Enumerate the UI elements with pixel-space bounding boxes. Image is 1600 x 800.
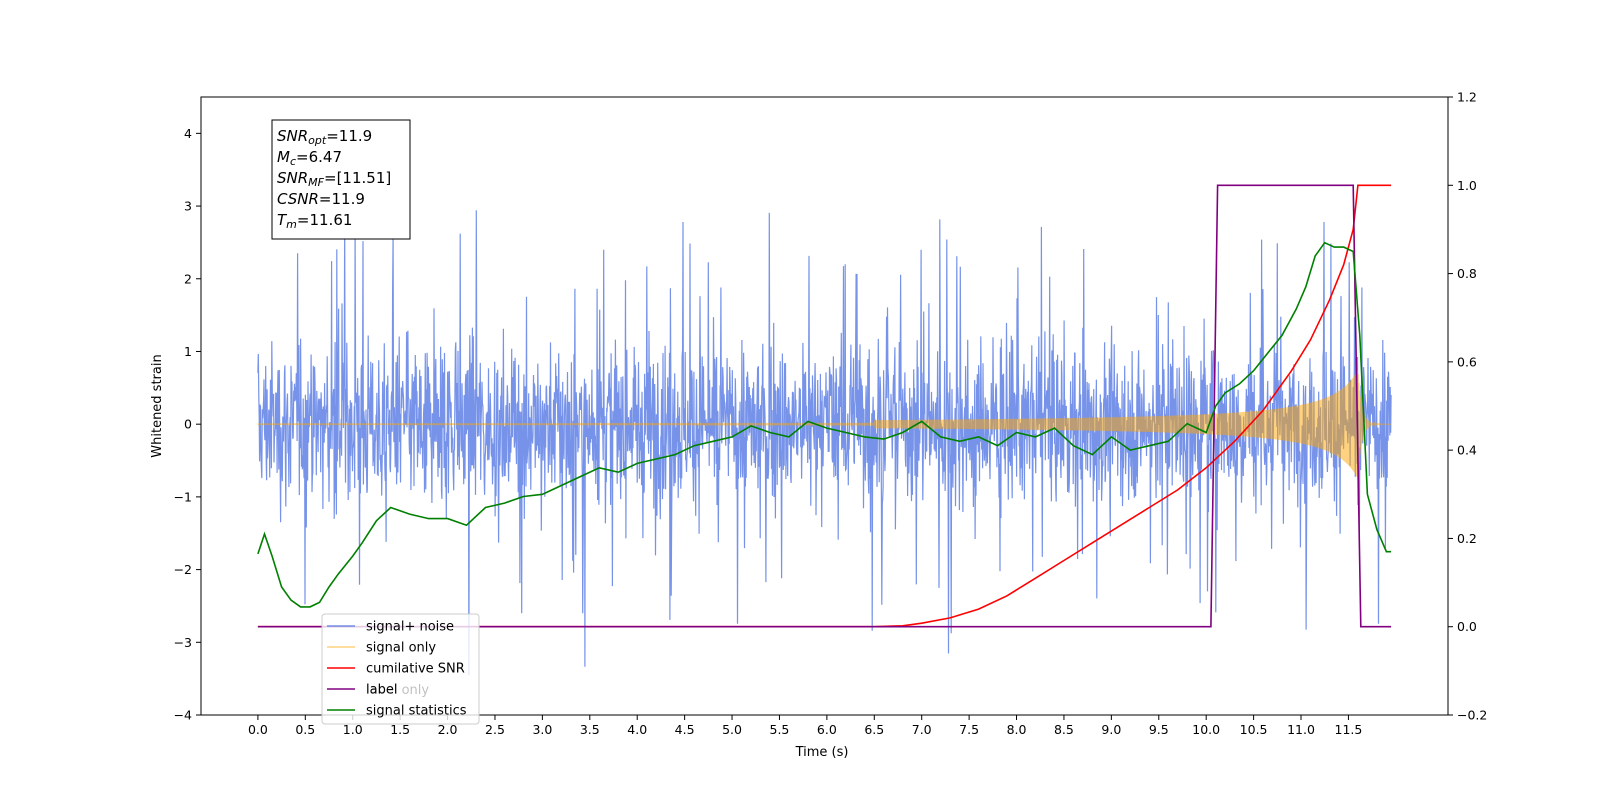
annotation-line: Tm=11.61 — [277, 211, 352, 231]
y-tick-label: 4 — [184, 126, 192, 141]
y2-axis-ticks: −0.2 0.0 0.2 0.4 0.6 0.8 1.0 1.2 — [1448, 90, 1487, 723]
legend-entry-label: cumilative SNR — [366, 662, 465, 677]
y2-tick-label: 0.4 — [1457, 443, 1477, 458]
y2-tick-label: 0.0 — [1457, 619, 1477, 634]
x-axis-label: Time (s) — [795, 745, 849, 760]
legend-entry-label: signal only — [366, 641, 436, 656]
series-lines — [257, 184, 1392, 628]
y2-tick-label: 0.2 — [1457, 531, 1477, 546]
y2-tick-label: 0.8 — [1457, 266, 1477, 281]
x-tick-label: 5.5 — [770, 722, 790, 737]
annotation-frame — [271, 119, 411, 240]
legend: signal+ noise signal only cumilative SNR la… — [321, 613, 480, 725]
x-tick-label: 8.5 — [1054, 722, 1074, 737]
x-tick-label: 7.5 — [959, 722, 979, 737]
x-tick-label: 10.5 — [1240, 722, 1268, 737]
y-tick-label: −1 — [174, 489, 192, 504]
x-tick-label: 1.5 — [390, 722, 410, 737]
signal-statistics-line — [257, 241, 1392, 608]
y-tick-label: 0 — [184, 417, 192, 432]
legend-entry-label: label — [366, 683, 397, 698]
x-tick-label: 2.5 — [485, 722, 505, 737]
x-tick-label: 6.0 — [817, 722, 837, 737]
y-tick-label: 2 — [184, 271, 192, 286]
x-tick-label: 9.0 — [1101, 722, 1121, 737]
plot-frame — [200, 96, 1449, 716]
legend-entry-label: signal+ noise — [366, 620, 454, 635]
cumulative-snr-line — [257, 184, 1392, 628]
y-tick-label: 1 — [184, 344, 192, 359]
y-tick-label: −4 — [174, 708, 192, 723]
x-tick-label: 0.5 — [295, 722, 315, 737]
x-axis-ticks: 0.0 0.5 1.0 1.5 2.0 2.5 3.0 3.5 4.0 4.5 5.0 5.5 6.0 6… — [248, 715, 1362, 737]
annotation-line: Mc=6.47 — [277, 148, 342, 168]
legend-frame — [321, 613, 480, 725]
y-tick-label: −3 — [174, 635, 192, 650]
annotation-line: SNRMF=[11.51] — [277, 169, 391, 189]
annotation-line: CSNR=11.9 — [277, 190, 365, 208]
x-tick-label: 11.0 — [1287, 722, 1315, 737]
x-tick-label: 10.0 — [1192, 722, 1220, 737]
x-tick-label: 1.0 — [343, 722, 363, 737]
x-tick-label: 8.0 — [1007, 722, 1027, 737]
x-tick-label: 11.5 — [1335, 722, 1363, 737]
y2-tick-label: 0.6 — [1457, 354, 1477, 369]
x-tick-label: 4.5 — [675, 722, 695, 737]
x-tick-label: 9.5 — [1149, 722, 1169, 737]
y-tick-label: −2 — [174, 562, 192, 577]
x-tick-label: 5.0 — [722, 722, 742, 737]
x-tick-label: 4.0 — [627, 722, 647, 737]
label-line — [257, 184, 1392, 628]
legend-entry-label: signal statistics — [366, 704, 467, 719]
x-tick-label: 2.0 — [438, 722, 458, 737]
y2-tick-label: 1.2 — [1457, 90, 1477, 105]
x-tick-label: 3.5 — [580, 722, 600, 737]
annotation-line: SNRopt=11.9 — [277, 127, 372, 147]
legend-entry-label-hidden: label only — [366, 683, 429, 698]
annotation-box: SNRopt=11.9Mc=6.47SNRMF=[11.51]CSNR=11.9… — [271, 119, 411, 240]
x-tick-label: 7.0 — [912, 722, 932, 737]
x-tick-label: 6.5 — [864, 722, 884, 737]
y-tick-label: 3 — [184, 199, 192, 214]
x-tick-label: 0.0 — [248, 722, 268, 737]
y2-tick-label: 1.0 — [1457, 178, 1477, 193]
y-axis-ticks: −4 −3 −2 −1 0 1 2 3 4 — [174, 126, 201, 723]
x-tick-label: 3.0 — [532, 722, 552, 737]
y-axis-label: Whitened strain — [150, 354, 165, 457]
y2-tick-label: −0.2 — [1457, 708, 1487, 723]
